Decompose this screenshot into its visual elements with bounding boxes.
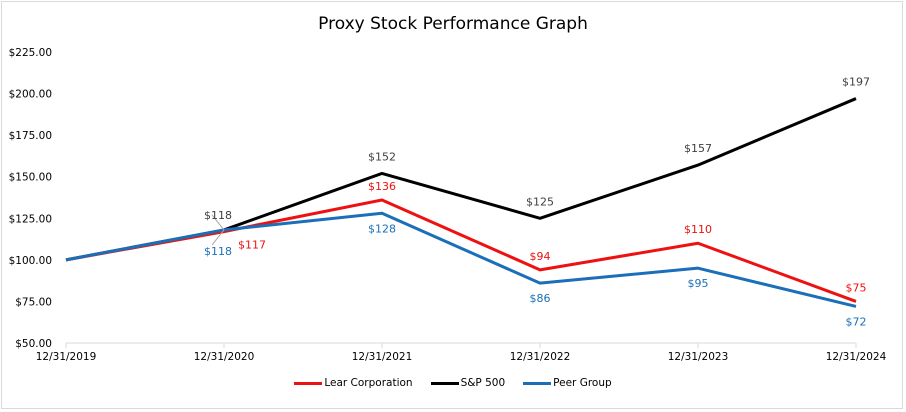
legend-swatch-peer: [523, 381, 552, 385]
data-label: $118: [204, 245, 232, 258]
y-tick-label: $150.00: [9, 172, 52, 184]
legend-item-peer: Peer Group: [523, 377, 612, 389]
x-tick-label: 12/31/2020: [194, 351, 255, 363]
legend-item-sp500: S&P 500: [430, 377, 506, 389]
data-label: $157: [684, 142, 712, 155]
legend-label: S&P 500: [460, 377, 506, 389]
y-tick-label: $225.00: [9, 47, 52, 59]
legend-swatch-sp500: [430, 381, 459, 385]
data-label: $117: [238, 239, 266, 252]
data-label: $86: [530, 292, 551, 305]
chart-title: Proxy Stock Performance Graph: [318, 14, 588, 34]
x-tick-label: 12/31/2024: [826, 351, 887, 363]
data-label: $75: [846, 281, 867, 294]
y-tick-label: $175.00: [9, 130, 52, 142]
x-tick-label: 12/31/2022: [510, 351, 571, 363]
data-label: $72: [846, 315, 867, 328]
data-label: $152: [368, 150, 396, 163]
series-line-peer-group: [65, 211, 857, 308]
legend-swatch-lear: [294, 381, 323, 385]
data-label: $110: [684, 223, 712, 236]
y-tick-label: $125.00: [9, 213, 52, 225]
legend-label: Lear Corporation: [324, 377, 413, 389]
data-label: $94: [530, 250, 551, 263]
y-tick-label: $75.00: [15, 296, 52, 308]
y-tick-label: $50.00: [15, 338, 52, 350]
legend-item-lear: Lear Corporation: [294, 377, 413, 389]
data-label: $125: [526, 195, 554, 208]
leader-line: [211, 214, 225, 231]
legend: Lear Corporation S&P 500 Peer Group: [0, 377, 906, 389]
series-line-lear-corporation: [65, 198, 857, 303]
y-tick-label: $100.00: [9, 255, 52, 267]
y-tick-label: $200.00: [9, 89, 52, 101]
data-label: $118: [204, 209, 232, 222]
data-label: $95: [688, 277, 709, 290]
data-label: $136: [368, 180, 396, 193]
x-tick-label: 12/31/2019: [36, 351, 97, 363]
legend-label: Peer Group: [553, 377, 612, 389]
data-label: $197: [842, 76, 870, 89]
data-label: $128: [368, 222, 396, 235]
x-tick-label: 12/31/2021: [352, 351, 413, 363]
x-tick-label: 12/31/2023: [668, 351, 729, 363]
leader-line: [211, 229, 225, 246]
